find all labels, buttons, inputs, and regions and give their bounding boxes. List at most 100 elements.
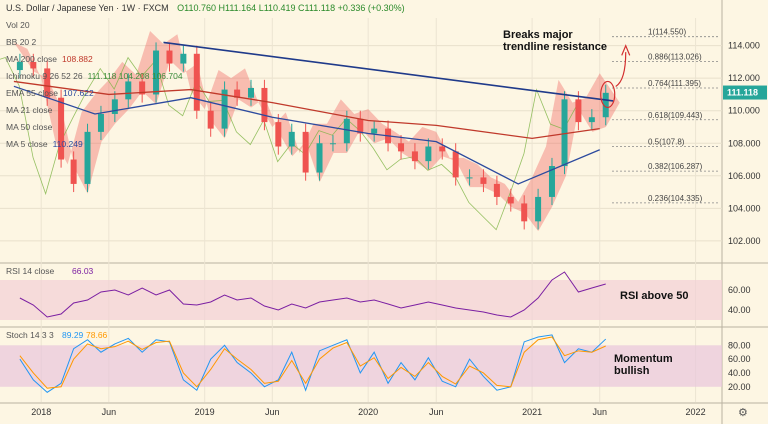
candle-body <box>575 99 582 123</box>
candle-body <box>535 196 542 222</box>
stoch-tick-label: 40.00 <box>728 368 751 378</box>
indicator-legend-item[interactable]: MA 5 close 110.249 <box>6 139 83 149</box>
indicator-label: MA 5 close <box>6 139 48 149</box>
stoch-annotation: Momentum <box>614 353 673 365</box>
time-tick-label: Jun <box>265 407 280 417</box>
candle-body <box>466 177 473 179</box>
time-tick-label: Jun <box>429 407 444 417</box>
indicator-legend-item[interactable]: EMA 55 close 107.622 <box>6 88 94 98</box>
ma200-line <box>13 80 600 140</box>
indicator-legend-item[interactable]: Ichimoku 9 26 52 26 111.118 104.208 106.7… <box>6 71 183 81</box>
candle-body <box>180 53 187 64</box>
candle-body <box>357 118 364 134</box>
candle-body <box>411 151 418 162</box>
stoch-tick-label: 80.00 <box>728 340 751 350</box>
indicator-label: MA 50 close <box>6 122 53 132</box>
stoch-tick-label: 60.00 <box>728 354 751 364</box>
time-tick-label: 2020 <box>358 407 378 417</box>
candle-body <box>425 146 432 162</box>
stoch-title: Stoch 14 3 3 <box>6 330 54 340</box>
candle-body <box>398 143 405 152</box>
time-tick-label: Jun <box>102 407 117 417</box>
candle-body <box>247 87 254 98</box>
candle-body <box>371 128 378 134</box>
time-tick-label: 2022 <box>686 407 706 417</box>
time-tick-label: 2019 <box>195 407 215 417</box>
stoch-d-value: 78.66 <box>86 330 108 340</box>
candle-body <box>343 118 350 144</box>
candle-body <box>97 113 104 132</box>
indicator-legend-item[interactable]: Vol 20 <box>6 20 30 30</box>
rsi-tick-label: 60.00 <box>728 285 751 295</box>
candle-body <box>58 97 65 160</box>
rsi-tick-label: 40.00 <box>728 305 751 315</box>
stoch-tick-label: 20.00 <box>728 382 751 392</box>
candle-body <box>70 159 77 184</box>
candle-body <box>207 110 214 129</box>
last-price-label: 111.118 <box>727 88 758 98</box>
breakout-circle <box>600 80 616 109</box>
price-tick-label: 110.000 <box>728 106 760 116</box>
candle-body <box>507 196 514 204</box>
indicator-legend-item[interactable]: MA 50 close <box>6 122 52 132</box>
candle-body <box>44 68 51 98</box>
breakout-arrow <box>615 52 627 87</box>
indicator-value: 107.622 <box>62 88 94 98</box>
candle-body <box>16 61 23 71</box>
candle-body <box>521 203 528 222</box>
candle-body <box>561 99 568 167</box>
trendline-annotation: Breaks major <box>503 29 573 41</box>
candle-body <box>602 92 609 118</box>
price-tick-label: 108.000 <box>728 138 761 148</box>
ohlc-readout: O110.760 H111.164 L110.419 C111.118 +0.3… <box>177 3 405 13</box>
candle-body <box>221 89 228 129</box>
fib-level-label: 0.236(104.335) <box>648 194 703 203</box>
candle-body <box>493 183 500 197</box>
stoch-annotation: bullish <box>614 365 650 377</box>
candle-body <box>166 50 173 64</box>
stoch-k-value: 89.29 <box>62 330 84 340</box>
indicator-legend-item[interactable]: BB 20 2 <box>6 37 36 47</box>
chart-header: U.S. Dollar / Japanese Yen · 1W · FXCM O… <box>6 3 405 13</box>
indicator-legend-item[interactable]: MA 200 close 108.882 <box>6 54 93 64</box>
candle-body <box>316 143 323 173</box>
time-tick-label: 2021 <box>522 407 542 417</box>
indicator-label: Ichimoku 9 26 52 26 <box>6 71 83 81</box>
indicator-value: 110.249 <box>52 139 83 149</box>
price-tick-label: 102.000 <box>728 236 761 246</box>
price-tick-label: 106.000 <box>728 171 761 181</box>
rsi-annotation: RSI above 50 <box>620 290 688 302</box>
rsi-band <box>0 280 722 320</box>
last-price-tag <box>723 85 767 100</box>
indicator-label: Vol 20 <box>6 20 30 30</box>
indicator-legend-item[interactable]: MA 21 close <box>6 105 52 115</box>
rsi-line <box>19 271 606 318</box>
rsi-value: 66.03 <box>72 266 94 276</box>
trendline-annotation: trendline resistance <box>503 41 607 53</box>
chikou-line <box>0 56 579 231</box>
fib-level-label: 0.5(107.8) <box>648 138 685 147</box>
indicator-label: EMA 55 close <box>6 88 58 98</box>
indicator-value: 111.118 104.208 106.704 <box>87 71 183 81</box>
candle-body <box>111 99 118 114</box>
fib-level-label: 1(114.550) <box>648 28 686 37</box>
candle-body <box>480 177 487 184</box>
indicator-label: MA 21 close <box>6 105 53 115</box>
candle-body <box>288 131 295 147</box>
candle-body <box>234 89 241 98</box>
breakout-arrowhead <box>621 44 631 56</box>
candle-body <box>439 146 446 152</box>
time-tick-label: 2018 <box>31 407 51 417</box>
indicator-label: MA 200 close <box>6 54 58 64</box>
indicator-label: BB 20 2 <box>6 37 37 47</box>
candle-body <box>125 81 132 100</box>
candle-body <box>548 166 555 197</box>
candle-body <box>261 87 268 123</box>
candle-body <box>275 122 282 147</box>
ichimoku-cloud <box>13 31 620 232</box>
candle-body <box>452 151 459 178</box>
interval-label[interactable]: 1W <box>121 3 136 13</box>
ema55-line <box>13 85 600 185</box>
exchange-label: FXCM <box>143 3 169 13</box>
